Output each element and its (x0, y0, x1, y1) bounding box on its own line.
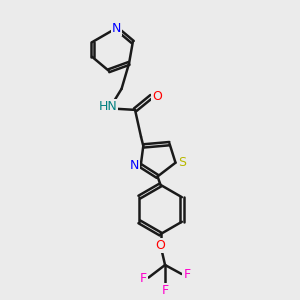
Text: F: F (161, 284, 169, 297)
Text: F: F (183, 268, 190, 281)
Text: S: S (178, 156, 186, 169)
Text: N: N (129, 159, 139, 172)
Text: F: F (140, 272, 147, 285)
Text: HN: HN (99, 100, 117, 113)
Text: O: O (152, 90, 162, 103)
Text: N: N (112, 22, 121, 35)
Text: O: O (156, 239, 166, 252)
